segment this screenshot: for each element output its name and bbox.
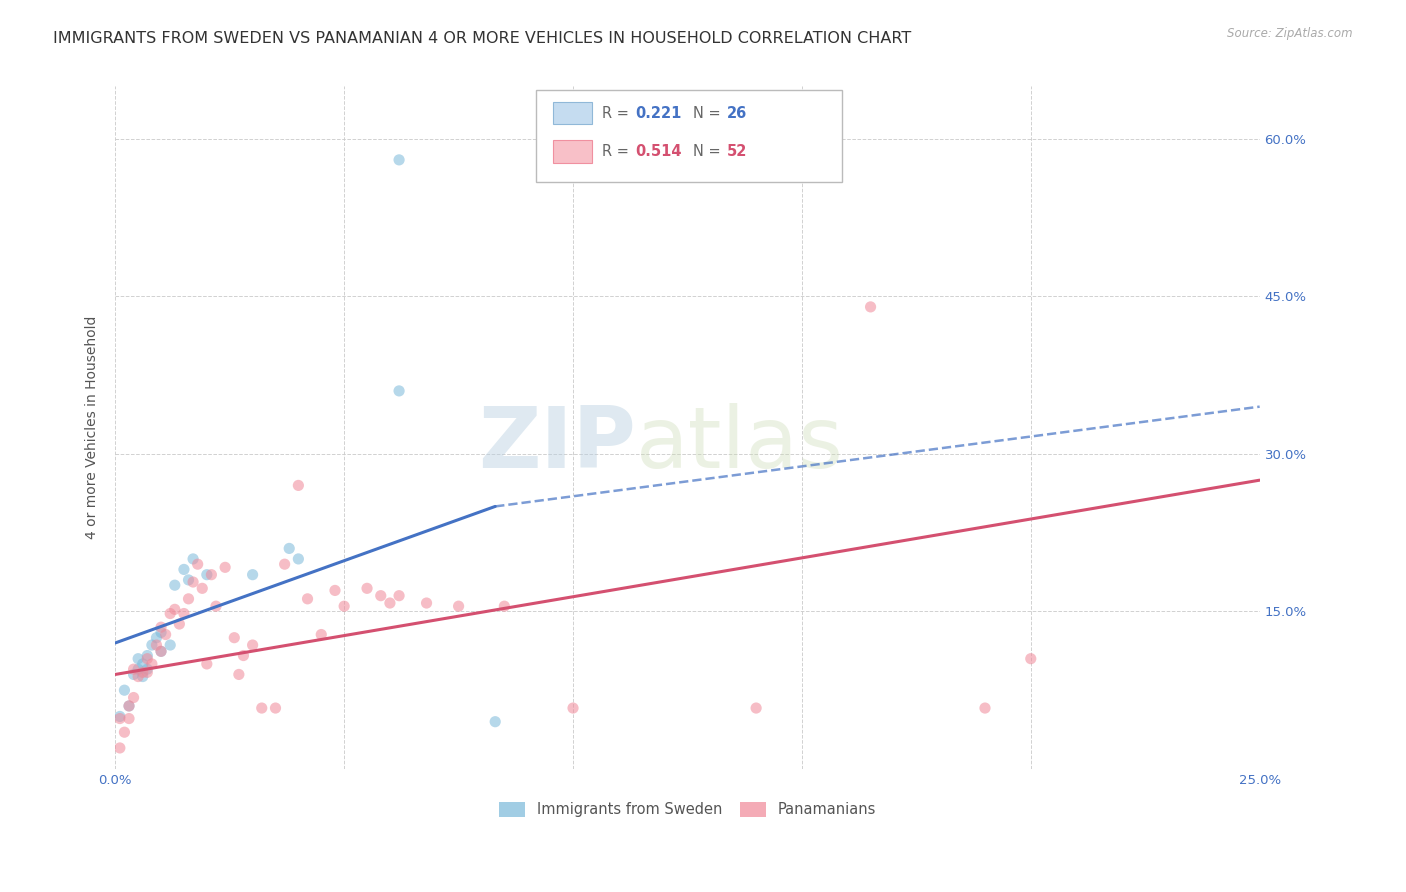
Point <box>309 627 332 641</box>
Point <box>494 599 516 614</box>
Text: N =: N = <box>693 106 725 120</box>
Point <box>232 648 254 663</box>
Text: atlas: atlas <box>636 403 844 486</box>
Point <box>242 638 264 652</box>
Point <box>228 667 250 681</box>
Point <box>118 698 141 713</box>
Text: IMMIGRANTS FROM SWEDEN VS PANAMANIAN 4 OR MORE VEHICLES IN HOUSEHOLD CORRELATION: IMMIGRANTS FROM SWEDEN VS PANAMANIAN 4 O… <box>53 31 911 46</box>
Point <box>150 644 173 658</box>
Point <box>484 714 506 729</box>
Point <box>108 741 131 756</box>
Point <box>214 560 236 574</box>
Point <box>415 596 437 610</box>
Point <box>181 552 204 566</box>
Point <box>127 669 149 683</box>
Point <box>1019 651 1042 665</box>
Text: Source: ZipAtlas.com: Source: ZipAtlas.com <box>1227 27 1353 40</box>
Point <box>333 599 356 614</box>
Point <box>145 638 167 652</box>
Point <box>388 384 411 398</box>
Point <box>200 567 222 582</box>
Y-axis label: 4 or more Vehicles in Household: 4 or more Vehicles in Household <box>86 316 100 540</box>
Point <box>112 725 135 739</box>
Legend: Immigrants from Sweden, Panamanians: Immigrants from Sweden, Panamanians <box>494 796 882 823</box>
Point <box>155 627 177 641</box>
Point <box>250 701 273 715</box>
Point <box>297 591 319 606</box>
Point <box>562 701 585 715</box>
Point <box>356 582 378 596</box>
Point <box>195 567 218 582</box>
Point <box>388 589 411 603</box>
Text: N =: N = <box>693 145 725 159</box>
Point <box>195 657 218 671</box>
Point <box>132 669 155 683</box>
Point <box>177 573 200 587</box>
Point <box>388 153 411 167</box>
Point <box>132 657 155 671</box>
Point <box>118 698 141 713</box>
Point <box>191 582 214 596</box>
Point <box>370 589 392 603</box>
Text: R =: R = <box>602 106 633 120</box>
Point <box>163 578 186 592</box>
Point <box>136 662 159 676</box>
Point <box>205 599 228 614</box>
Point <box>287 478 309 492</box>
Point <box>264 701 287 715</box>
Point <box>122 690 145 705</box>
Point <box>145 631 167 645</box>
Point <box>108 712 131 726</box>
Point <box>136 651 159 665</box>
Point <box>150 644 173 658</box>
Point <box>278 541 301 556</box>
Point <box>122 662 145 676</box>
Text: 0.221: 0.221 <box>636 106 682 120</box>
Point <box>224 631 246 645</box>
Point <box>173 607 195 621</box>
Point <box>745 701 768 715</box>
Point <box>112 683 135 698</box>
Point <box>159 607 181 621</box>
Text: 26: 26 <box>727 106 747 120</box>
Point <box>273 557 295 571</box>
Point <box>169 617 191 632</box>
Point <box>163 602 186 616</box>
Point <box>173 562 195 576</box>
Point <box>150 620 173 634</box>
Point <box>108 709 131 723</box>
Point <box>136 648 159 663</box>
Point <box>141 657 163 671</box>
Point <box>378 596 401 610</box>
Point <box>447 599 470 614</box>
Point <box>181 574 204 589</box>
Text: ZIP: ZIP <box>478 403 636 486</box>
Point <box>159 638 181 652</box>
Point <box>323 583 346 598</box>
Point <box>974 701 997 715</box>
Point <box>127 651 149 665</box>
Point <box>132 665 155 680</box>
Point <box>141 638 163 652</box>
Point <box>127 662 149 676</box>
Point <box>122 667 145 681</box>
Point <box>242 567 264 582</box>
Text: R =: R = <box>602 145 633 159</box>
Point <box>187 557 209 571</box>
Point <box>287 552 309 566</box>
Point <box>150 625 173 640</box>
Point <box>118 712 141 726</box>
Point <box>859 300 882 314</box>
Text: 52: 52 <box>727 145 747 159</box>
Text: 0.514: 0.514 <box>636 145 682 159</box>
Point <box>177 591 200 606</box>
Point <box>136 665 159 680</box>
